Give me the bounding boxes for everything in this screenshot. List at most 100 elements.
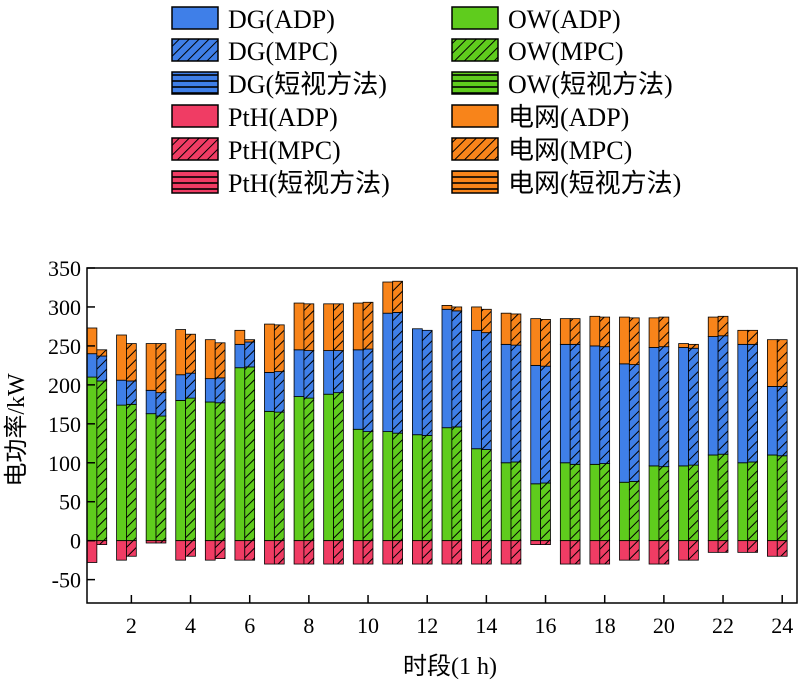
bar-grid <box>776 339 788 387</box>
legend-label: PtH(MPC) <box>228 136 341 165</box>
bar-grid <box>116 334 127 381</box>
bar-ow <box>303 397 315 542</box>
x-tick-label: 18 <box>594 613 616 638</box>
bar-ow <box>333 392 344 542</box>
y-tick-label: 100 <box>48 451 81 476</box>
bar-grid <box>481 308 492 334</box>
bar-dg <box>412 328 423 436</box>
bar-dg <box>86 353 98 378</box>
bar-ow <box>530 483 542 542</box>
bar-pth <box>293 540 305 565</box>
bar-pth <box>116 540 127 561</box>
bar-dg <box>569 343 581 465</box>
y-axis-title: 电功率/kW <box>3 373 30 487</box>
bar-ow <box>619 481 630 542</box>
bar-ow <box>412 434 423 542</box>
legend-label: PtH(ADP) <box>228 103 338 132</box>
bar-ow <box>559 462 571 542</box>
legend-item: PtH(MPC) <box>171 136 341 165</box>
bar-ow <box>776 455 788 542</box>
legend-label: DG(MPC) <box>228 37 338 66</box>
x-tick-label: 8 <box>303 613 314 638</box>
bar-ow <box>96 380 108 542</box>
legend-label: OW(MPC) <box>508 37 624 66</box>
bar-grid <box>86 327 98 355</box>
bar-grid <box>293 302 305 351</box>
bar-ow <box>126 403 137 542</box>
plot-frame <box>86 267 798 604</box>
bar-pth <box>145 540 157 544</box>
bar-pth <box>559 540 571 565</box>
bar-grid <box>441 304 453 310</box>
legend-label: 电网(ADP) <box>508 103 629 132</box>
bar-dg <box>717 335 729 455</box>
bar-pth <box>767 540 778 557</box>
bar-grid <box>214 342 226 379</box>
bar-ow <box>747 461 758 542</box>
bar-dg <box>707 336 719 456</box>
bar-dg <box>273 371 285 413</box>
bar-dg <box>382 312 394 433</box>
legend-label: OW(短视方法) <box>508 70 673 99</box>
bar-grid <box>500 312 512 345</box>
bar-ow <box>500 462 512 542</box>
bar-pth <box>155 540 167 544</box>
bar-grid <box>658 316 670 348</box>
bar-dg <box>126 380 137 405</box>
bar-ow <box>382 431 394 542</box>
bar-pth <box>323 540 334 565</box>
legend: DG(ADP) OW(ADP) DG(MPC) OW(MPC) DG(短视方法) OW(短… <box>171 5 681 198</box>
legend-item: DG(ADP) <box>171 5 335 34</box>
legend-item: PtH(短视方法) <box>171 169 390 198</box>
bar-ow <box>707 454 719 542</box>
bar-ow <box>678 465 689 542</box>
bar-ow <box>234 367 246 542</box>
bar-grid <box>264 323 275 373</box>
x-tick-label: 4 <box>185 613 196 638</box>
bar-ow <box>648 465 660 542</box>
bar-dg <box>776 386 788 457</box>
y-tick-label: 250 <box>48 334 81 359</box>
bar-pth <box>678 540 689 561</box>
bar-grid <box>747 329 758 345</box>
legend-label: 电网(短视方法) <box>508 169 681 198</box>
bar-pth <box>737 540 749 553</box>
bar-grid <box>628 317 640 366</box>
bar-pth <box>569 540 581 565</box>
x-tick-label: 22 <box>712 613 734 638</box>
bar-dg <box>145 389 157 415</box>
bar-ow <box>421 435 433 542</box>
bar-ow <box>481 449 492 542</box>
bar-pth <box>500 540 512 565</box>
bar-pth <box>362 540 374 565</box>
bar-ow <box>116 404 127 542</box>
bar-pth <box>86 540 98 563</box>
legend-item: 电网(MPC) <box>451 136 632 165</box>
bar-grid <box>717 315 729 337</box>
bar-dg <box>155 392 167 417</box>
bar-dg <box>737 343 749 464</box>
bar-pth <box>273 540 285 565</box>
bar-grid <box>382 281 394 314</box>
x-tick-label: 14 <box>475 613 497 638</box>
legend-item: DG(短视方法) <box>171 70 387 99</box>
bar-grid <box>589 315 601 347</box>
bar-pth <box>599 540 611 565</box>
bar-pth <box>421 540 433 565</box>
legend-item: 电网(短视方法) <box>451 169 681 198</box>
bar-dg <box>185 372 196 399</box>
bar-dg <box>333 350 344 394</box>
bar-ow <box>451 426 463 542</box>
legend-swatch <box>451 71 499 95</box>
legend-item: DG(MPC) <box>171 37 338 66</box>
bar-dg <box>323 350 334 395</box>
bar-grid <box>204 339 216 380</box>
bar-pth <box>717 540 729 553</box>
bar-pth <box>510 540 522 565</box>
bar-dg <box>392 312 403 434</box>
bar-ow <box>658 466 670 542</box>
bar-pth <box>126 540 137 557</box>
legend-label: DG(ADP) <box>228 5 335 34</box>
bar-ow <box>737 462 749 542</box>
